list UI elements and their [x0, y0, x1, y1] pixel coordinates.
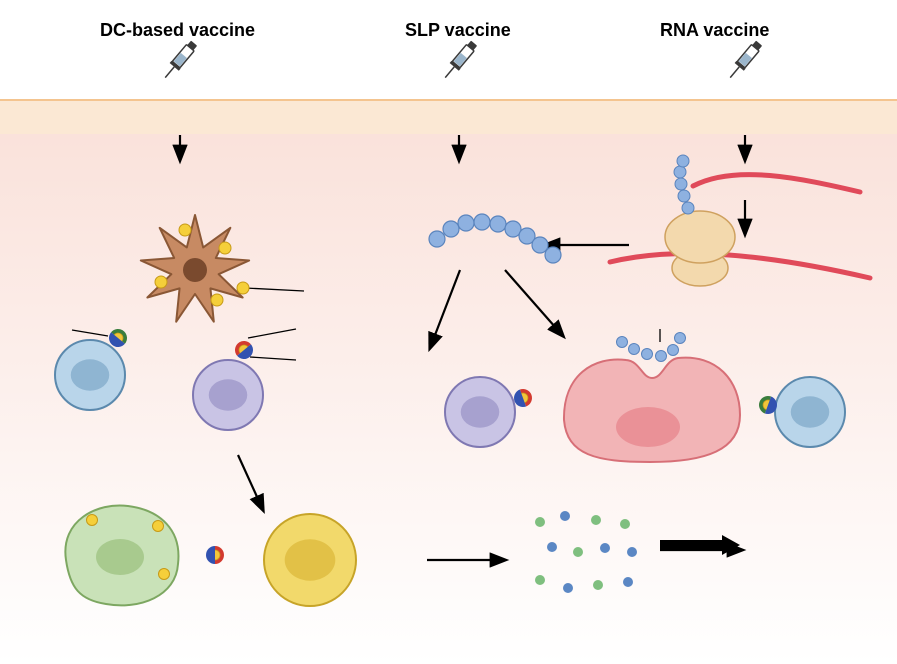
diagram-svg — [0, 0, 897, 664]
diagram-canvas: DC-based vaccine SLP vaccine RNA vaccine… — [0, 0, 897, 664]
